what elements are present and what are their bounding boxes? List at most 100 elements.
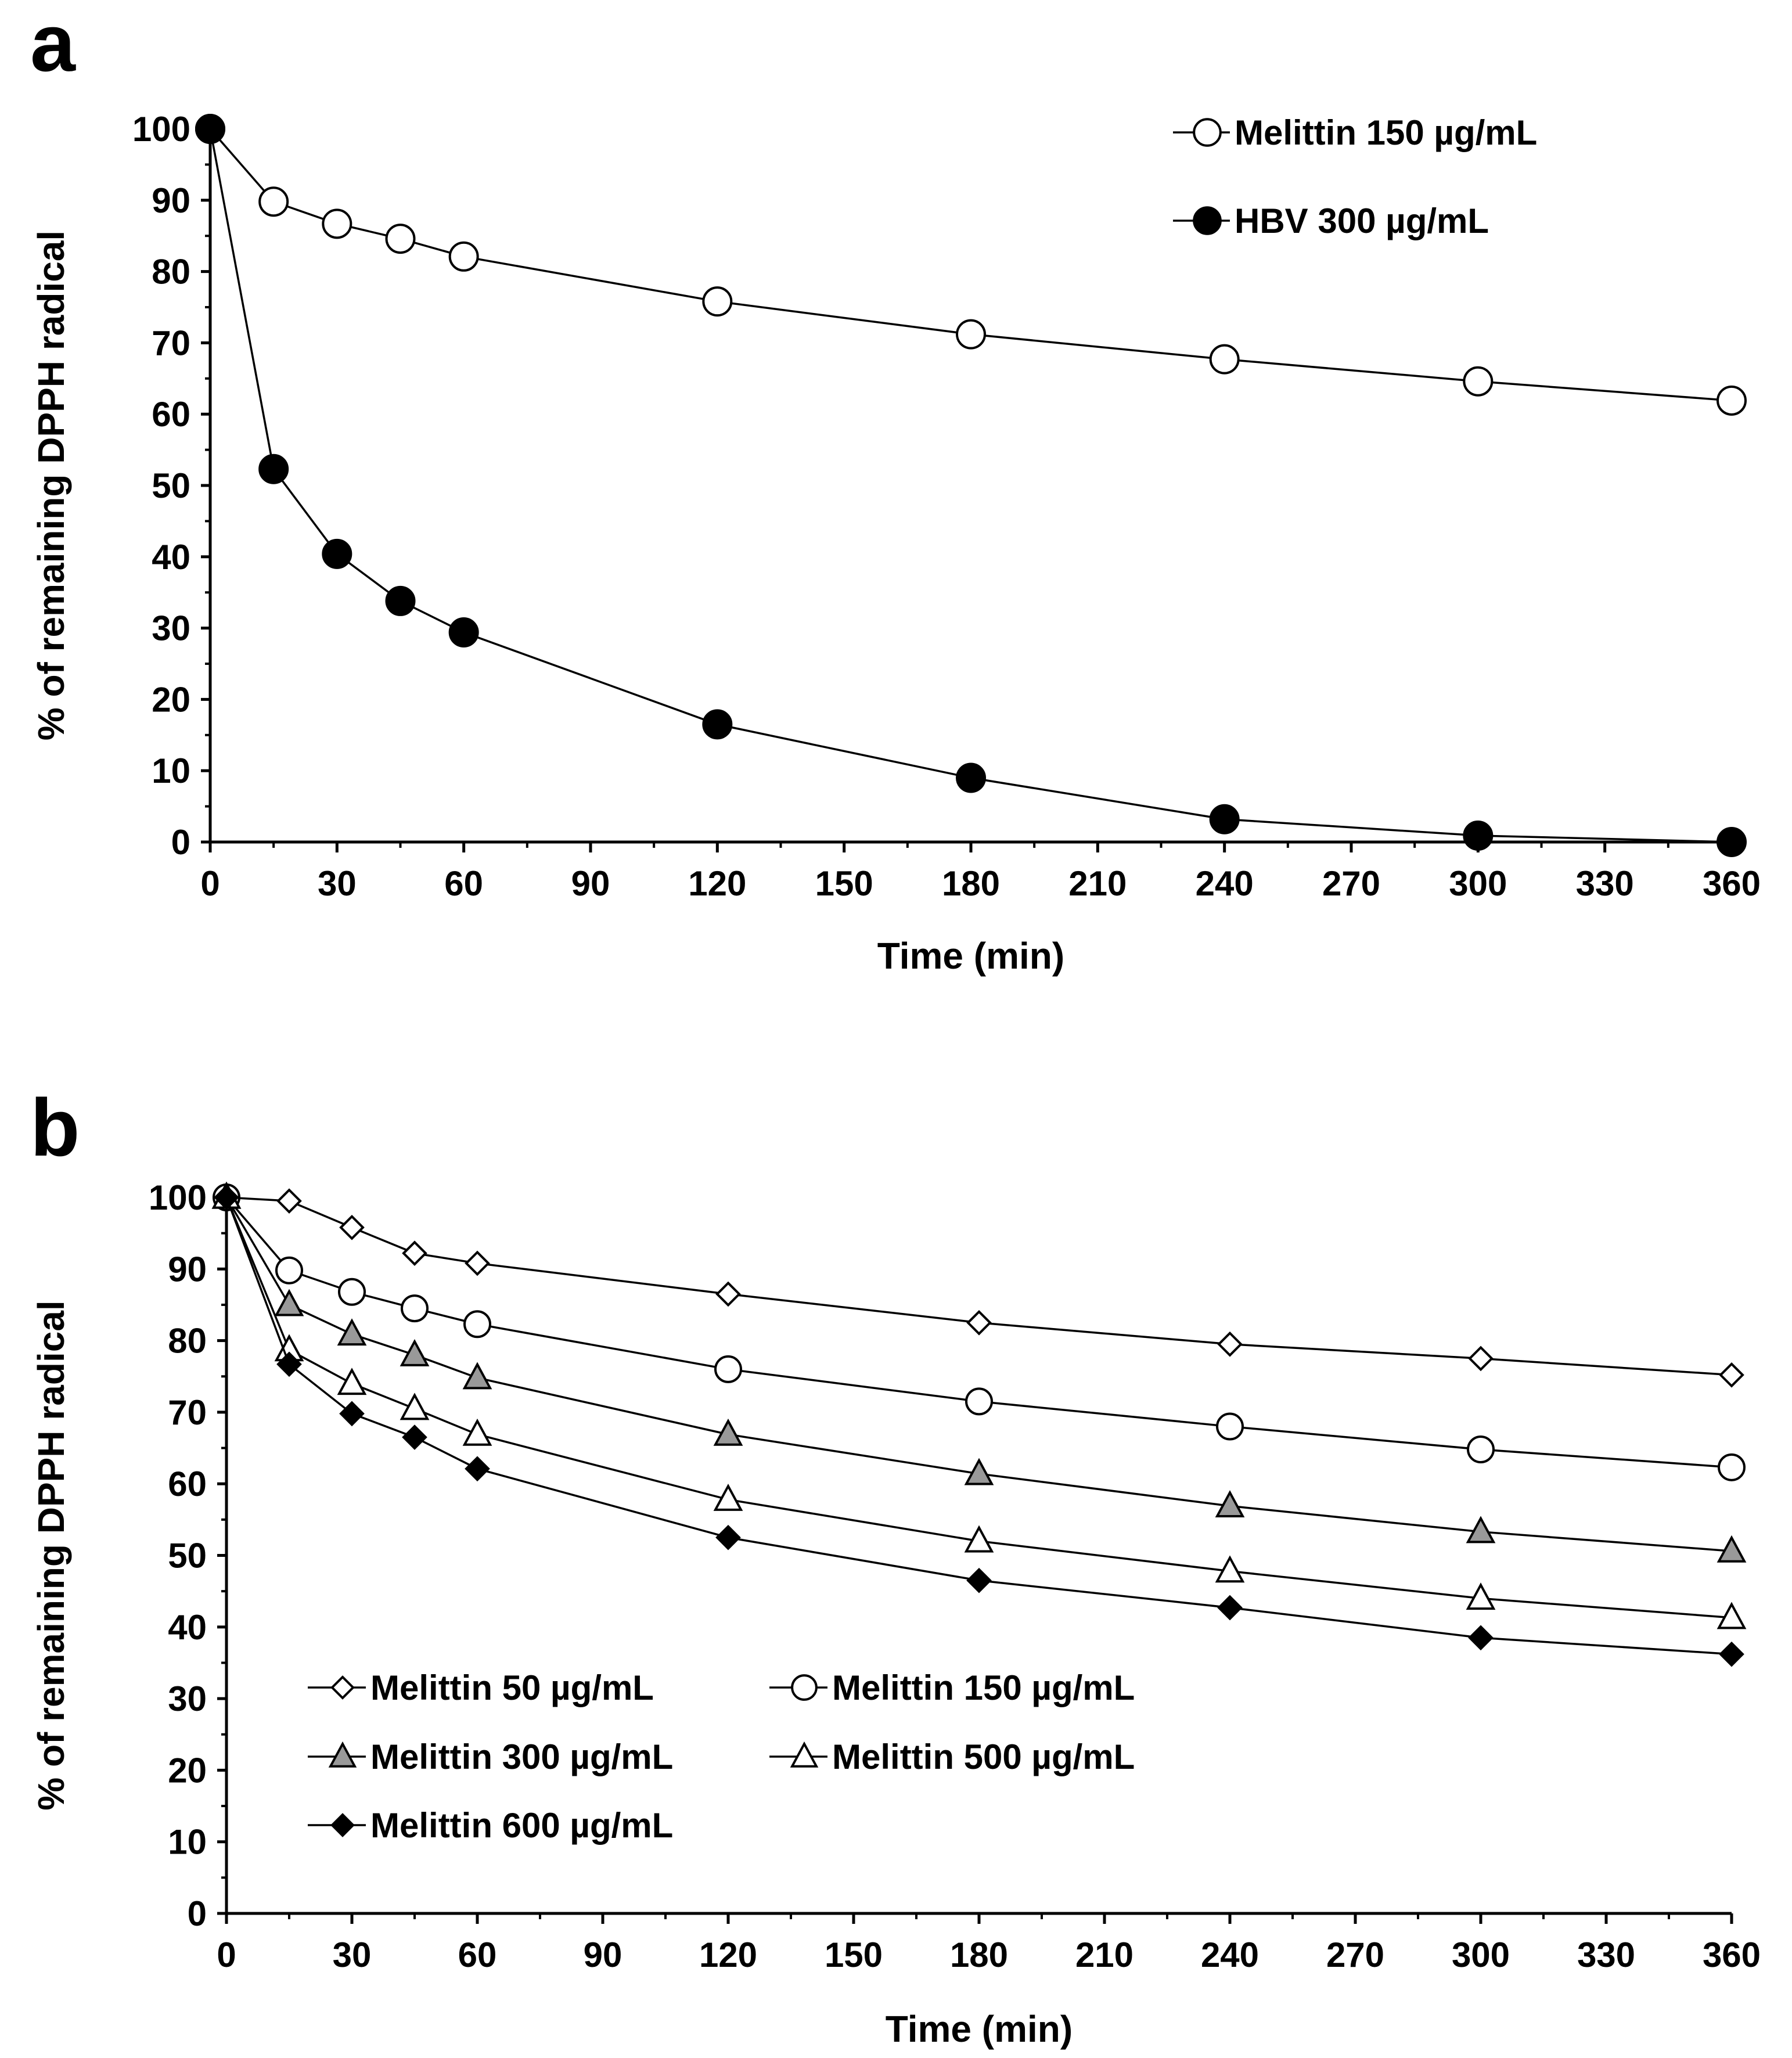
legend-label: HBV 300 µg/mL [1235, 202, 1489, 240]
data-point [462, 1362, 492, 1390]
data-point [402, 1240, 427, 1267]
data-point [1466, 1582, 1496, 1610]
x-tick-label: 300 [1452, 1935, 1510, 1974]
y-tick-label: 100 [149, 1178, 207, 1217]
x-tick-label: 150 [825, 1935, 883, 1974]
y-tick-label: 90 [168, 1250, 207, 1289]
data-point [956, 762, 986, 793]
data-point [400, 1339, 430, 1366]
x-tick-label: 330 [1576, 864, 1634, 903]
legend-item: Melittin 150 µg/mL [769, 1668, 1135, 1707]
data-point [1209, 344, 1240, 375]
panel-letter: a [30, 0, 76, 88]
data-point [385, 224, 416, 254]
data-point [448, 241, 479, 272]
data-point [1719, 1641, 1744, 1667]
y-tick-label: 70 [152, 323, 190, 362]
data-point [964, 1525, 994, 1553]
data-point [713, 1418, 743, 1446]
legend-label: Melittin 300 µg/mL [370, 1737, 673, 1776]
legend-label: Melittin 50 µg/mL [370, 1668, 654, 1707]
legend-item: Melittin 600 µg/mL [308, 1806, 673, 1845]
x-tick-label: 210 [1068, 864, 1127, 903]
legend-item: Melittin 150 µg/mL [1173, 113, 1537, 152]
y-tick-label: 20 [152, 680, 190, 719]
x-axis-label: Time (min) [877, 935, 1064, 977]
series-line [209, 128, 1732, 843]
series-line [225, 1197, 1732, 1552]
data-point [258, 186, 289, 217]
data-point [463, 1310, 491, 1339]
series-line [225, 1197, 1732, 1656]
y-tick-label: 90 [152, 181, 190, 220]
y-tick-label: 100 [132, 110, 190, 149]
x-tick-label: 300 [1449, 864, 1507, 903]
legend-marker [328, 1741, 357, 1768]
data-point [338, 1278, 366, 1306]
x-tick-label: 0 [200, 864, 219, 903]
y-tick-label: 60 [152, 395, 190, 434]
panel-letter: b [30, 1082, 80, 1173]
data-point [214, 1185, 239, 1210]
y-axis-label: % of remaining DPPH radical [30, 1300, 72, 1810]
data-point [274, 1289, 304, 1316]
x-tick-label: 270 [1326, 1935, 1384, 1974]
x-tick-label: 90 [571, 864, 610, 903]
data-point [966, 1309, 992, 1336]
data-point [715, 1281, 741, 1307]
y-tick-label: 30 [168, 1679, 207, 1718]
data-point [964, 1458, 994, 1485]
x-tick-label: 360 [1703, 864, 1761, 903]
data-point [713, 1484, 743, 1511]
legend: Melittin 150 µg/mL HBV 300 µg/mL [1173, 113, 1537, 240]
data-point [275, 1256, 303, 1285]
x-tick-label: 150 [815, 864, 873, 903]
data-point [1717, 827, 1747, 857]
data-point [1468, 1625, 1494, 1651]
legend-item: Melittin 300 µg/mL [308, 1737, 673, 1776]
data-point [465, 1456, 490, 1482]
data-point [448, 617, 479, 647]
x-tick-label: 90 [584, 1935, 622, 1974]
legend-marker [791, 1674, 818, 1701]
data-point [195, 114, 225, 144]
series-line [225, 1196, 1732, 1469]
data-point [1217, 1595, 1243, 1621]
legend-item: Melittin 50 µg/mL [308, 1668, 654, 1707]
y-tick-label: 50 [168, 1537, 207, 1575]
data-point [276, 1351, 302, 1377]
y-tick-label: 40 [152, 538, 190, 577]
series-1 [214, 1185, 1744, 1388]
data-point [258, 454, 289, 484]
data-point [1463, 820, 1494, 851]
y-tick-label: 40 [168, 1608, 207, 1647]
series-2 [195, 114, 1747, 857]
x-tick-label: 270 [1322, 864, 1380, 903]
data-point [402, 1424, 427, 1450]
x-tick-label: 180 [942, 864, 1000, 903]
legend-item: Melittin 500 µg/mL [769, 1737, 1135, 1776]
data-point [276, 1188, 302, 1214]
y-tick-label: 80 [152, 253, 190, 292]
data-point [1718, 1453, 1746, 1481]
x-tick-label: 60 [444, 864, 483, 903]
data-point [702, 709, 733, 740]
legend-marker [1193, 206, 1222, 235]
data-point [337, 1368, 367, 1395]
x-tick-label: 0 [217, 1935, 236, 1974]
legend-marker [790, 1741, 819, 1768]
x-tick-label: 120 [699, 1935, 757, 1974]
y-tick-label: 20 [168, 1751, 207, 1790]
data-point [1468, 1345, 1494, 1372]
data-point [322, 208, 352, 239]
data-point [339, 1401, 365, 1427]
legend-marker [330, 1675, 355, 1700]
data-point [1215, 1490, 1245, 1518]
data-point [1215, 1555, 1245, 1583]
data-point [1717, 1602, 1747, 1629]
data-point [401, 1294, 429, 1323]
y-tick-label: 60 [168, 1465, 207, 1503]
data-point [337, 1318, 367, 1346]
data-point [1717, 1535, 1747, 1563]
